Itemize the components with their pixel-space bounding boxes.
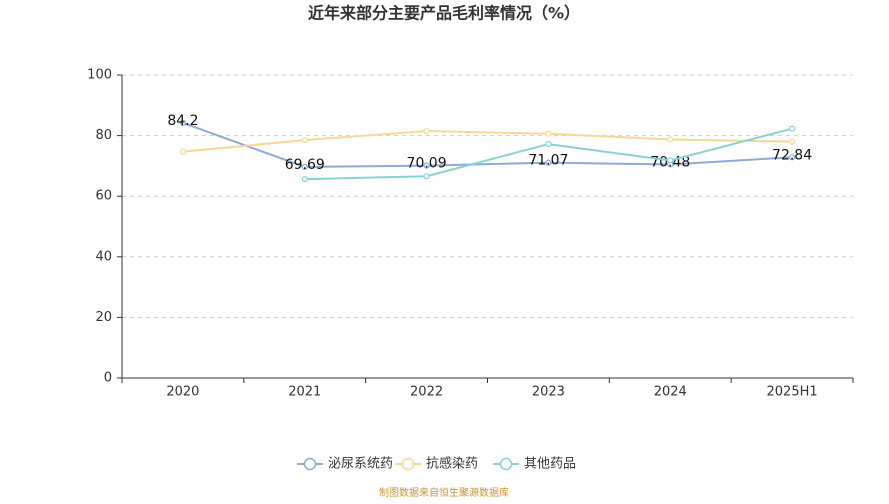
x-tick-label: 2022 (410, 385, 443, 400)
y-tick-label: 100 (87, 68, 112, 83)
point (788, 125, 796, 132)
point (545, 159, 552, 166)
point (301, 137, 308, 144)
point (301, 163, 308, 170)
point (301, 176, 308, 183)
x-tick-label: 2021 (288, 385, 321, 400)
series-line (182, 130, 793, 153)
point (788, 138, 796, 145)
point (545, 140, 552, 148)
point (667, 157, 674, 164)
data-label: 69.69 (285, 157, 325, 173)
series-line (182, 121, 793, 168)
chart-title: 近年来部分主要产品毛利率情况（%） (308, 4, 580, 23)
legend-marker (499, 457, 513, 471)
point (788, 154, 796, 161)
y-tick-label: 20 (95, 310, 112, 325)
point (179, 119, 187, 126)
point (423, 127, 430, 135)
data-label: 84.2 (167, 113, 198, 129)
point (423, 162, 430, 169)
legend-label: 泌尿系统药 (328, 457, 393, 472)
y-tick-label: 60 (95, 189, 112, 204)
y-tick-label: 0 (104, 371, 112, 386)
legend-marker (401, 457, 415, 471)
data-label: 70.09 (407, 156, 447, 172)
point (667, 136, 674, 143)
point (179, 148, 187, 155)
data-label: 72.84 (772, 147, 812, 163)
legend-marker (303, 457, 317, 471)
point (423, 173, 430, 180)
x-tick-label: 2025H1 (767, 385, 818, 400)
y-tick-label: 40 (95, 249, 112, 264)
x-tick-label: 2024 (654, 385, 687, 400)
legend-label: 抗感染药 (426, 456, 478, 472)
data-label: 71.07 (528, 153, 568, 169)
x-tick-label: 2023 (532, 385, 565, 400)
legend-label: 其他药品 (524, 457, 576, 472)
point (545, 130, 552, 137)
y-tick-label: 80 (95, 128, 112, 143)
x-tick-label: 2020 (166, 385, 199, 400)
source-note: 制图数据来自恒生聚源数据库 (379, 486, 509, 499)
